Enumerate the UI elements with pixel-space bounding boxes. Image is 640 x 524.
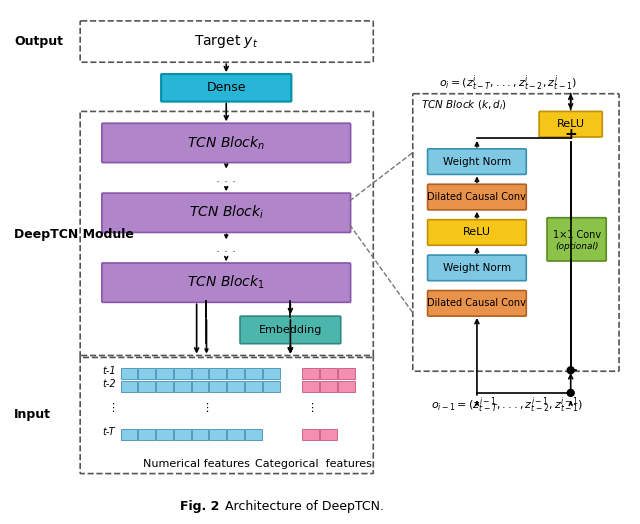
- Circle shape: [567, 367, 574, 374]
- Bar: [227, 368, 244, 379]
- Bar: [192, 429, 209, 440]
- Text: t-2: t-2: [103, 379, 116, 389]
- Text: $TCN\ Block_n$: $TCN\ Block_n$: [187, 134, 266, 151]
- Text: (optional): (optional): [555, 242, 598, 251]
- Bar: [156, 429, 173, 440]
- Bar: [174, 429, 191, 440]
- Text: ReLU: ReLU: [557, 119, 585, 129]
- Text: 1×1 Conv: 1×1 Conv: [552, 231, 601, 241]
- Bar: [156, 381, 173, 392]
- Bar: [209, 368, 226, 379]
- Text: Weight Norm: Weight Norm: [443, 157, 511, 167]
- Bar: [245, 381, 262, 392]
- Text: ⋮: ⋮: [107, 402, 118, 412]
- FancyBboxPatch shape: [428, 184, 526, 210]
- Bar: [338, 381, 355, 392]
- Bar: [338, 368, 355, 379]
- Text: . . .: . . .: [216, 242, 236, 255]
- Text: Weight Norm: Weight Norm: [443, 263, 511, 273]
- Text: Input: Input: [14, 408, 51, 421]
- Bar: [245, 429, 262, 440]
- FancyBboxPatch shape: [240, 316, 340, 344]
- Bar: [156, 368, 173, 379]
- Text: Numerical features: Numerical features: [143, 458, 250, 469]
- FancyBboxPatch shape: [539, 112, 602, 137]
- FancyBboxPatch shape: [428, 149, 526, 174]
- Text: Output: Output: [14, 35, 63, 48]
- Bar: [245, 368, 262, 379]
- Text: t-1: t-1: [103, 366, 116, 376]
- Bar: [174, 381, 191, 392]
- Text: ReLU: ReLU: [463, 227, 491, 237]
- Bar: [209, 429, 226, 440]
- Text: Architecture of DeepTCN.: Architecture of DeepTCN.: [221, 499, 384, 512]
- Text: $o_i = (z^i_{t-T},...,z^i_{t-2},z^i_{t-1})$: $o_i = (z^i_{t-T},...,z^i_{t-2},z^i_{t-1…: [438, 73, 577, 93]
- Bar: [227, 381, 244, 392]
- Text: t-T: t-T: [103, 427, 115, 437]
- Text: DeepTCN Module: DeepTCN Module: [14, 228, 134, 241]
- Text: ⋮: ⋮: [305, 402, 317, 412]
- FancyBboxPatch shape: [161, 74, 291, 102]
- FancyBboxPatch shape: [102, 123, 351, 162]
- Bar: [192, 381, 209, 392]
- FancyBboxPatch shape: [547, 217, 606, 261]
- Bar: [302, 368, 319, 379]
- Bar: [320, 368, 337, 379]
- Bar: [120, 368, 138, 379]
- Bar: [138, 368, 155, 379]
- Bar: [320, 381, 337, 392]
- Text: $TCN\ Block_1$: $TCN\ Block_1$: [188, 274, 265, 291]
- Bar: [138, 381, 155, 392]
- Text: . . .: . . .: [216, 172, 236, 185]
- Bar: [120, 429, 138, 440]
- Text: Embedding: Embedding: [259, 325, 322, 335]
- Text: Fig. 2: Fig. 2: [180, 499, 220, 512]
- Text: +: +: [564, 127, 577, 141]
- FancyBboxPatch shape: [428, 220, 526, 245]
- Bar: [302, 381, 319, 392]
- FancyBboxPatch shape: [102, 263, 351, 302]
- Bar: [120, 381, 138, 392]
- Text: Dense: Dense: [207, 81, 246, 94]
- Text: $TCN\ Block_i$: $TCN\ Block_i$: [189, 204, 264, 222]
- Text: Categorical  features: Categorical features: [255, 458, 372, 469]
- FancyBboxPatch shape: [428, 255, 526, 281]
- Bar: [174, 368, 191, 379]
- Text: ⋮: ⋮: [201, 402, 212, 412]
- Circle shape: [567, 389, 574, 396]
- Text: $TCN\ Block\ (k, d_i)$: $TCN\ Block\ (k, d_i)$: [420, 99, 506, 112]
- Text: Target $y_t$: Target $y_t$: [194, 33, 259, 50]
- Bar: [263, 368, 280, 379]
- Bar: [138, 429, 155, 440]
- Text: Dilated Causal Conv: Dilated Causal Conv: [428, 298, 526, 308]
- FancyBboxPatch shape: [102, 193, 351, 233]
- Bar: [302, 429, 319, 440]
- Text: Dilated Causal Conv: Dilated Causal Conv: [428, 192, 526, 202]
- Bar: [227, 429, 244, 440]
- FancyBboxPatch shape: [428, 290, 526, 316]
- Bar: [263, 381, 280, 392]
- Bar: [192, 368, 209, 379]
- Bar: [209, 381, 226, 392]
- Bar: [320, 429, 337, 440]
- Text: $o_{i-1} = (z^{i-1}_{t-T},...,z^{i-1}_{t-2},z^{i-1}_{t-1})$: $o_{i-1} = (z^{i-1}_{t-T},...,z^{i-1}_{t…: [431, 396, 584, 416]
